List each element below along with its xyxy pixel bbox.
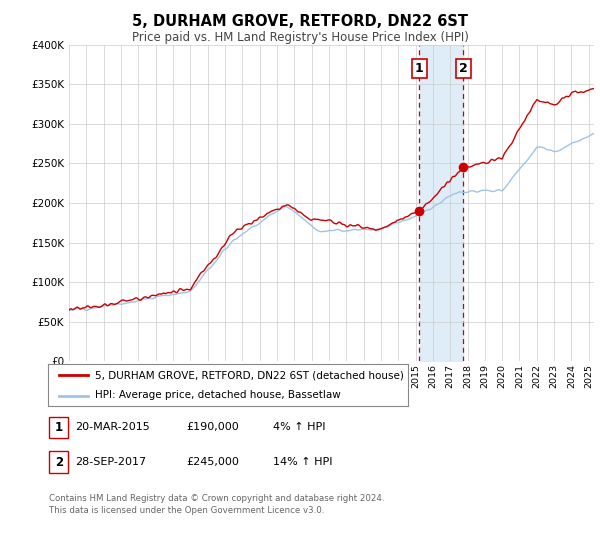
Text: Contains HM Land Registry data © Crown copyright and database right 2024.
This d: Contains HM Land Registry data © Crown c…	[49, 494, 385, 515]
Text: £190,000: £190,000	[186, 422, 239, 432]
Text: 20-MAR-2015: 20-MAR-2015	[75, 422, 150, 432]
Text: 1: 1	[415, 62, 424, 75]
Text: £245,000: £245,000	[186, 457, 239, 467]
Text: 28-SEP-2017: 28-SEP-2017	[75, 457, 146, 467]
Text: 5, DURHAM GROVE, RETFORD, DN22 6ST: 5, DURHAM GROVE, RETFORD, DN22 6ST	[132, 14, 468, 29]
Text: 1: 1	[55, 421, 63, 434]
Text: 2: 2	[459, 62, 467, 75]
Text: Price paid vs. HM Land Registry's House Price Index (HPI): Price paid vs. HM Land Registry's House …	[131, 31, 469, 44]
Text: 5, DURHAM GROVE, RETFORD, DN22 6ST (detached house): 5, DURHAM GROVE, RETFORD, DN22 6ST (deta…	[95, 370, 404, 380]
Text: 4% ↑ HPI: 4% ↑ HPI	[273, 422, 325, 432]
Text: 2: 2	[55, 455, 63, 469]
Text: HPI: Average price, detached house, Bassetlaw: HPI: Average price, detached house, Bass…	[95, 390, 341, 400]
Text: 14% ↑ HPI: 14% ↑ HPI	[273, 457, 332, 467]
